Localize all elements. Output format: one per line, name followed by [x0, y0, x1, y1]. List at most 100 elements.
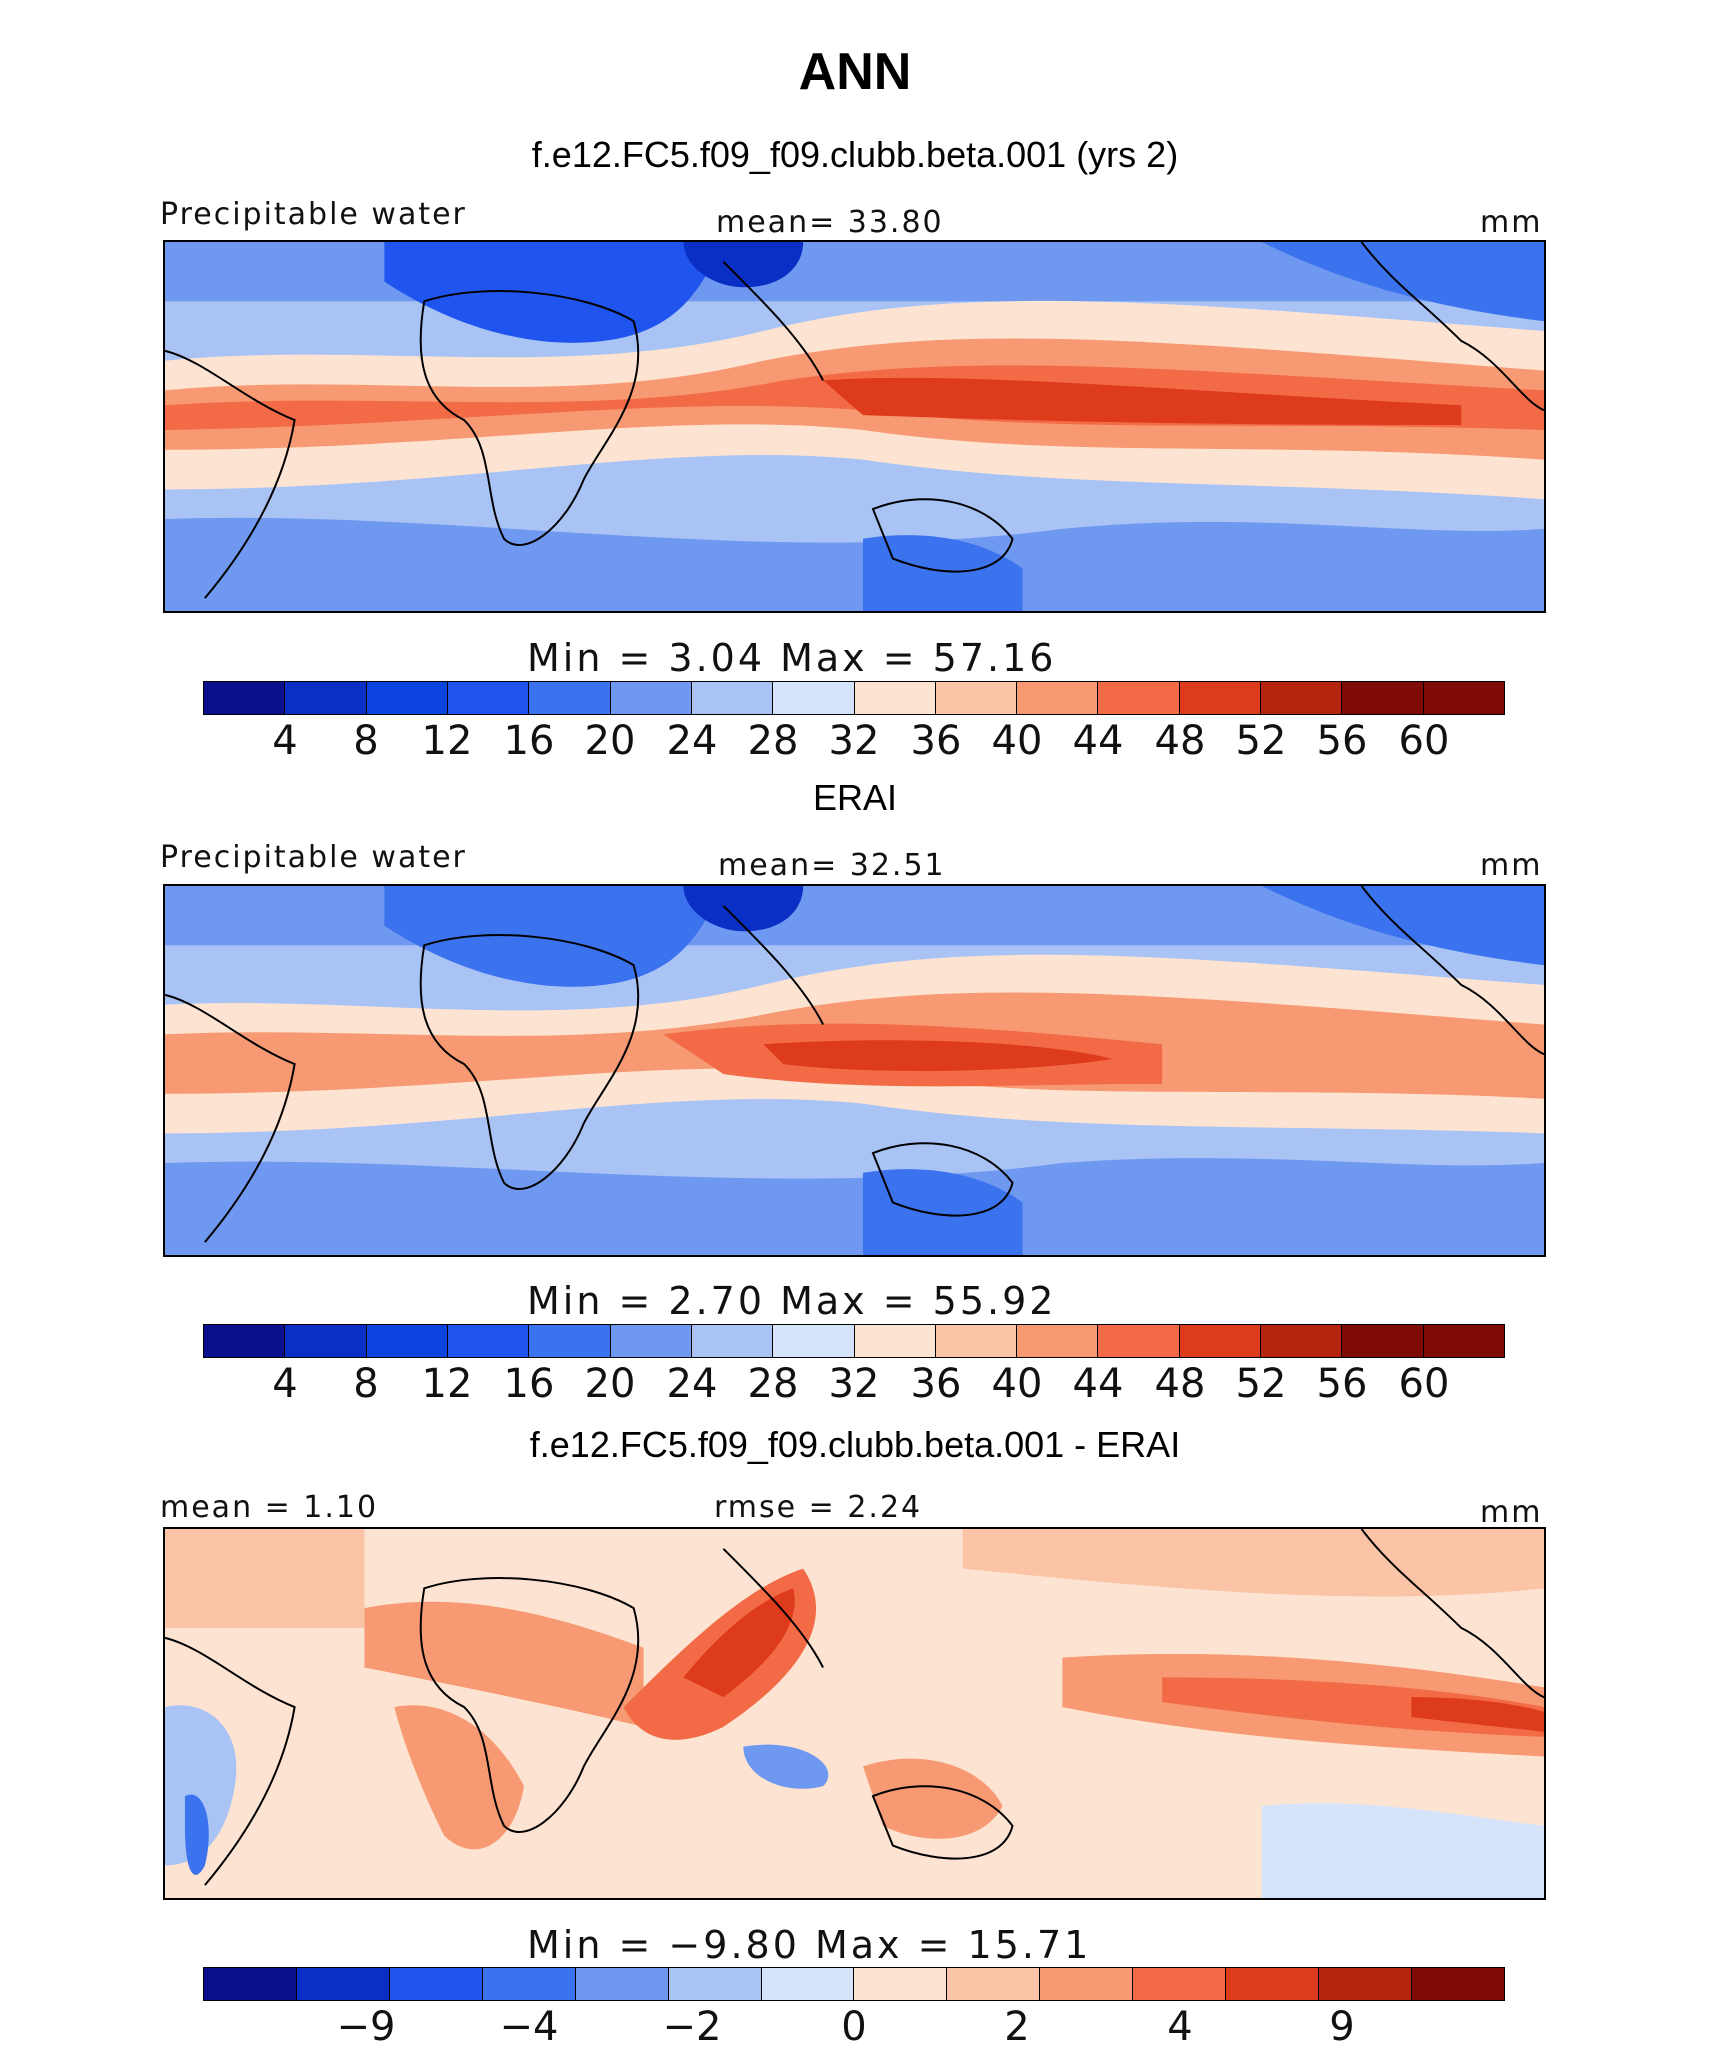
- colorbar-tick: 60: [1398, 718, 1450, 764]
- colorbar-tick: 9: [1329, 2004, 1355, 2050]
- colorbar-swatch: [204, 1325, 286, 1357]
- colorbar-tick: 4: [272, 1361, 298, 1407]
- colorbar-tick: 8: [353, 718, 379, 764]
- colorbar-swatch: [366, 682, 448, 714]
- colorbar-tick: 24: [666, 1361, 718, 1407]
- colorbar-swatch: [1098, 682, 1180, 714]
- panel-1-min-max: Min = 3.04 Max = 57.16: [527, 636, 1057, 680]
- colorbar-swatch: [854, 1968, 948, 2000]
- colorbar-tick: 28: [747, 718, 799, 764]
- colorbar-swatch: [1423, 1325, 1504, 1357]
- colorbar-tick: 32: [828, 718, 880, 764]
- colorbar-swatch: [1261, 682, 1343, 714]
- colorbar-swatch: [285, 682, 367, 714]
- colorbar-tick: 44: [1072, 1361, 1124, 1407]
- panel-2-contour-field: [165, 886, 1544, 1255]
- colorbar-tick: 20: [584, 718, 636, 764]
- colorbar-tick: 28: [747, 1361, 799, 1407]
- colorbar-swatch: [610, 1325, 692, 1357]
- colorbar-swatch: [854, 682, 936, 714]
- panel-3-colorbar: [203, 1967, 1505, 2001]
- colorbar-swatch: [285, 1325, 367, 1357]
- colorbar-tick: 16: [503, 718, 555, 764]
- colorbar-tick: 4: [272, 718, 298, 764]
- colorbar-swatch: [1179, 1325, 1262, 1357]
- panel-1-map: [163, 240, 1546, 613]
- panel-1-variable-label: Precipitable water: [160, 197, 467, 232]
- colorbar-swatch: [668, 1968, 762, 2000]
- colorbar-swatch: [1423, 682, 1504, 714]
- panel-1-contour-field: [165, 242, 1544, 611]
- colorbar-swatch: [529, 682, 611, 714]
- colorbar-swatch: [935, 1325, 1018, 1357]
- colorbar-swatch: [773, 682, 855, 714]
- colorbar-swatch: [773, 1325, 855, 1357]
- colorbar-swatch: [575, 1968, 669, 2000]
- colorbar-tick: −2: [662, 2004, 722, 2050]
- panel-3-title: f.e12.FC5.f09_f09.clubb.beta.001 - ERAI: [529, 1424, 1181, 1465]
- panel-2-min-max: Min = 2.70 Max = 55.92: [527, 1279, 1057, 1323]
- colorbar-swatch: [204, 1968, 297, 2000]
- panel-3-contour-field: [165, 1529, 1544, 1898]
- panel-2-units: mm: [1480, 848, 1543, 883]
- colorbar-swatch: [935, 682, 1018, 714]
- panel-2-title: ERAI: [812, 777, 898, 818]
- colorbar-swatch: [947, 1968, 1041, 2000]
- colorbar-tick: 0: [841, 2004, 867, 2050]
- colorbar-tick: 16: [503, 1361, 555, 1407]
- colorbar-tick: 40: [991, 718, 1043, 764]
- panel-1-title: f.e12.FC5.f09_f09.clubb.beta.001 (yrs 2): [531, 134, 1179, 175]
- colorbar-tick: 60: [1398, 1361, 1450, 1407]
- panel-1-mean-label: mean= 33.80: [716, 205, 944, 240]
- panel-2-map: [163, 884, 1546, 1257]
- colorbar-tick: 12: [421, 718, 473, 764]
- colorbar-swatch: [1017, 1325, 1099, 1357]
- colorbar-tick: 48: [1154, 718, 1206, 764]
- panel-3-rmse-label: rmse = 2.24: [714, 1490, 923, 1525]
- colorbar-tick: 52: [1235, 718, 1287, 764]
- colorbar-swatch: [296, 1968, 390, 2000]
- colorbar-swatch: [447, 682, 530, 714]
- colorbar-tick: 2: [1004, 2004, 1030, 2050]
- colorbar-tick: −9: [336, 2004, 396, 2050]
- colorbar-swatch: [1017, 682, 1099, 714]
- colorbar-swatch: [691, 682, 774, 714]
- panel-2-colorbar: [203, 1324, 1505, 1358]
- panel-1-units: mm: [1480, 205, 1543, 240]
- colorbar-swatch: [1342, 682, 1424, 714]
- colorbar-swatch: [761, 1968, 855, 2000]
- colorbar-tick: 52: [1235, 1361, 1287, 1407]
- colorbar-swatch: [447, 1325, 530, 1357]
- colorbar-tick: 24: [666, 718, 718, 764]
- colorbar-tick: −4: [499, 2004, 559, 2050]
- panel-1-colorbar: [203, 681, 1505, 715]
- colorbar-tick: 56: [1316, 1361, 1368, 1407]
- panel-3-units: mm: [1480, 1495, 1543, 1530]
- colorbar-swatch: [482, 1968, 576, 2000]
- colorbar-swatch: [389, 1968, 483, 2000]
- panel-3-min-max: Min = −9.80 Max = 15.71: [527, 1923, 1092, 1967]
- colorbar-swatch: [204, 682, 286, 714]
- colorbar-tick: 12: [421, 1361, 473, 1407]
- colorbar-tick: 44: [1072, 718, 1124, 764]
- colorbar-tick: 32: [828, 1361, 880, 1407]
- colorbar-tick: 36: [910, 718, 962, 764]
- colorbar-swatch: [1226, 1968, 1320, 2000]
- colorbar-swatch: [854, 1325, 936, 1357]
- colorbar-swatch: [610, 682, 692, 714]
- colorbar-swatch: [1342, 1325, 1424, 1357]
- colorbar-swatch: [529, 1325, 611, 1357]
- colorbar-tick: 56: [1316, 718, 1368, 764]
- colorbar-tick: 48: [1154, 1361, 1206, 1407]
- colorbar-swatch: [1319, 1968, 1412, 2000]
- colorbar-swatch: [1098, 1325, 1180, 1357]
- panel-3-map: [163, 1527, 1546, 1900]
- colorbar-tick: 4: [1167, 2004, 1193, 2050]
- colorbar-tick: 36: [910, 1361, 962, 1407]
- colorbar-swatch: [1261, 1325, 1343, 1357]
- colorbar-tick: 20: [584, 1361, 636, 1407]
- colorbar-swatch: [1411, 1968, 1504, 2000]
- panel-3-mean-label: mean = 1.10: [160, 1490, 379, 1525]
- colorbar-tick: 40: [991, 1361, 1043, 1407]
- colorbar-swatch: [691, 1325, 774, 1357]
